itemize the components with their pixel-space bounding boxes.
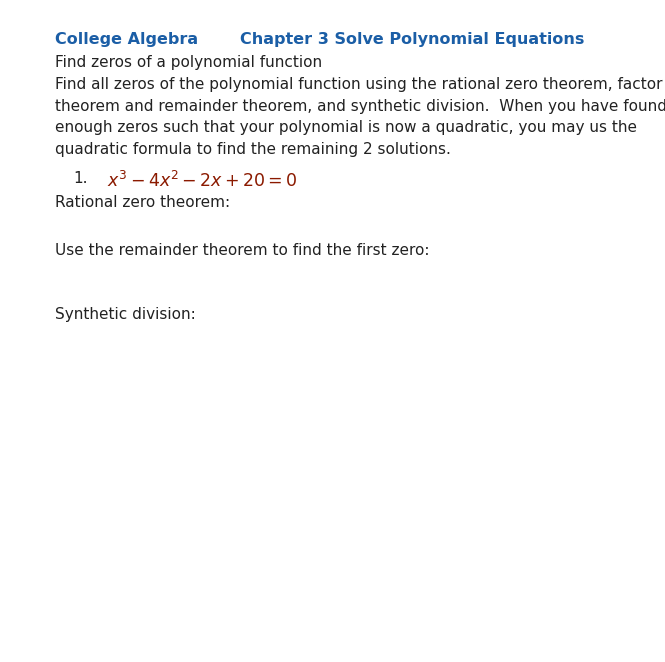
Text: Find zeros of a polynomial function: Find zeros of a polynomial function [55,54,322,70]
Text: Use the remainder theorem to find the first zero:: Use the remainder theorem to find the fi… [55,243,430,258]
Text: Find all zeros of the polynomial function using the rational zero theorem, facto: Find all zeros of the polynomial functio… [55,77,662,92]
Text: College Algebra: College Algebra [55,32,198,47]
Text: $x^3 - 4x^2 - 2x + 20 = 0$: $x^3 - 4x^2 - 2x + 20 = 0$ [107,171,298,191]
Text: enough zeros such that your polynomial is now a quadratic, you may us the: enough zeros such that your polynomial i… [55,120,637,135]
Text: 1.: 1. [73,171,88,185]
Text: quadratic formula to find the remaining 2 solutions.: quadratic formula to find the remaining … [55,142,451,157]
Text: Synthetic division:: Synthetic division: [55,307,196,322]
Text: Rational zero theorem:: Rational zero theorem: [55,195,230,211]
Text: theorem and remainder theorem, and synthetic division.  When you have found: theorem and remainder theorem, and synth… [55,99,665,114]
Text: Chapter 3 Solve Polynomial Equations: Chapter 3 Solve Polynomial Equations [240,32,585,47]
